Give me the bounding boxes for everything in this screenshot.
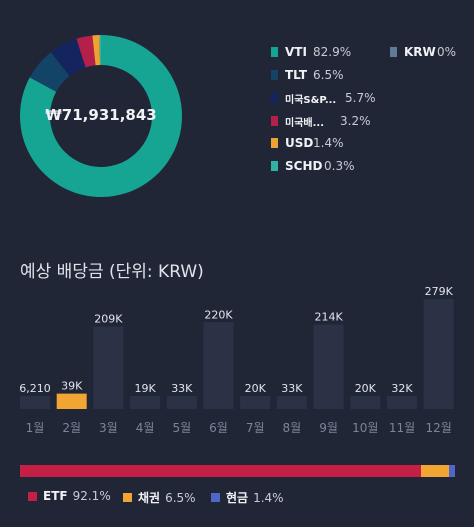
allocation-segment[interactable] — [420, 465, 449, 477]
allocation-percent: 1.4% — [253, 490, 284, 505]
allocation-swatch — [211, 493, 220, 502]
bar-7월[interactable] — [240, 396, 271, 409]
legend-swatch — [271, 70, 278, 80]
allocation-swatch — [123, 493, 132, 502]
allocation-name: 채권 — [138, 491, 161, 505]
bar-10월[interactable] — [350, 396, 381, 409]
bar-1월[interactable] — [20, 396, 50, 409]
bar-value-label: 6,210 — [19, 382, 51, 395]
allocation-legend-item[interactable]: ETF 92.1% — [28, 489, 111, 503]
legend-name: 미국배... — [285, 117, 324, 129]
month-tick-label: 12월 — [426, 421, 452, 435]
legend-swatch — [390, 47, 397, 57]
legend-percent: 6.5% — [313, 68, 344, 82]
allocation-name: ETF — [43, 489, 68, 503]
legend-name: KRW — [404, 45, 436, 59]
legend-percent: 82.9% — [313, 45, 352, 59]
legend-name: TLT — [285, 68, 308, 82]
allocation-segment[interactable] — [448, 465, 455, 477]
month-tick-label: 9월 — [319, 421, 338, 435]
allocation-percent: 6.5% — [165, 490, 196, 505]
month-tick-label: 5월 — [172, 421, 191, 435]
bar-3월[interactable] — [93, 326, 124, 409]
legend-item[interactable]: 미국S&P... 5.7% — [271, 89, 376, 107]
donut-slice-2[interactable] — [50, 38, 86, 76]
portfolio-total-value: ₩71,931,843 — [45, 106, 157, 124]
bar-6월[interactable] — [203, 322, 234, 409]
bar-value-label: 214K — [314, 311, 343, 324]
allocation-legend-item[interactable]: 현금 1.4% — [211, 489, 284, 506]
legend-name: VTI — [285, 45, 307, 59]
month-tick-label: 3월 — [99, 421, 118, 435]
month-tick-label: 7월 — [246, 421, 265, 435]
allocation-legend-item[interactable]: 채권 6.5% — [123, 489, 196, 506]
legend-item[interactable]: TLT 6.5% — [271, 66, 344, 84]
portfolio-donut-chart — [20, 35, 182, 197]
bar-value-label: 32K — [391, 382, 413, 395]
donut-slice-3[interactable] — [76, 35, 96, 68]
allocation-bar — [20, 465, 455, 477]
donut-slice-0[interactable] — [20, 35, 182, 197]
legend-item[interactable]: USD 1.4% — [271, 134, 344, 152]
bar-value-label: 33K — [171, 382, 193, 395]
bar-value-label: 20K — [245, 382, 267, 395]
month-tick-label: 1월 — [26, 421, 45, 435]
legend-swatch — [271, 138, 278, 148]
month-tick-label: 10월 — [352, 421, 378, 435]
legend-item[interactable]: 미국배... 3.2% — [271, 112, 371, 130]
bar-9월[interactable] — [313, 324, 344, 409]
donut-slice-1[interactable] — [29, 52, 70, 92]
bar-value-label: 209K — [94, 313, 123, 326]
month-tick-label: 4월 — [136, 421, 155, 435]
legend-item[interactable]: KRW 0% — [390, 43, 456, 61]
bar-value-label: 39K — [61, 380, 83, 393]
bar-value-label: 20K — [355, 382, 377, 395]
legend-swatch — [271, 161, 278, 171]
allocation-name: 현금 — [226, 491, 249, 505]
legend-item[interactable]: SCHD 0.3% — [271, 157, 355, 175]
legend-percent: 1.4% — [313, 136, 344, 150]
legend-swatch — [271, 93, 278, 103]
legend-swatch — [271, 47, 278, 57]
bar-value-label: 19K — [134, 382, 156, 395]
allocation-segment[interactable] — [20, 465, 421, 477]
legend-name: SCHD — [285, 159, 323, 173]
legend-percent: 0.3% — [324, 159, 355, 173]
donut-slice-5[interactable] — [99, 35, 101, 66]
bar-value-label: 220K — [204, 308, 233, 321]
legend-name: USD — [285, 136, 314, 150]
legend-name: 미국S&P... — [285, 94, 337, 106]
bar-2월[interactable] — [56, 393, 87, 409]
legend-item[interactable]: VTI 82.9% — [271, 43, 351, 61]
legend-percent: 0% — [437, 45, 457, 59]
bar-4월[interactable] — [130, 396, 161, 409]
dividend-bar-chart: 6,210 1월 39K 2월 209K 3월 19K 4월 33K 5월 220K 6월 20K 7월 3… — [19, 285, 454, 435]
dividend-section-title: 예상 배당금 (단위: KRW) — [20, 262, 204, 282]
allocation-swatch — [28, 491, 37, 501]
allocation-percent: 92.1% — [72, 489, 111, 503]
legend-swatch — [271, 116, 278, 126]
bar-value-label: 279K — [425, 285, 454, 298]
month-tick-label: 2월 — [62, 421, 81, 435]
bar-8월[interactable] — [276, 395, 307, 409]
bar-5월[interactable] — [166, 395, 197, 409]
month-tick-label: 6월 — [209, 421, 228, 435]
legend-percent: 3.2% — [340, 114, 371, 128]
bar-11월[interactable] — [387, 396, 417, 409]
month-tick-label: 11월 — [389, 421, 415, 435]
month-tick-label: 8월 — [283, 421, 302, 435]
donut-slice-4[interactable] — [92, 35, 101, 66]
bar-value-label: 33K — [281, 382, 303, 395]
bar-12월[interactable] — [423, 299, 454, 409]
legend-percent: 5.7% — [345, 91, 376, 105]
